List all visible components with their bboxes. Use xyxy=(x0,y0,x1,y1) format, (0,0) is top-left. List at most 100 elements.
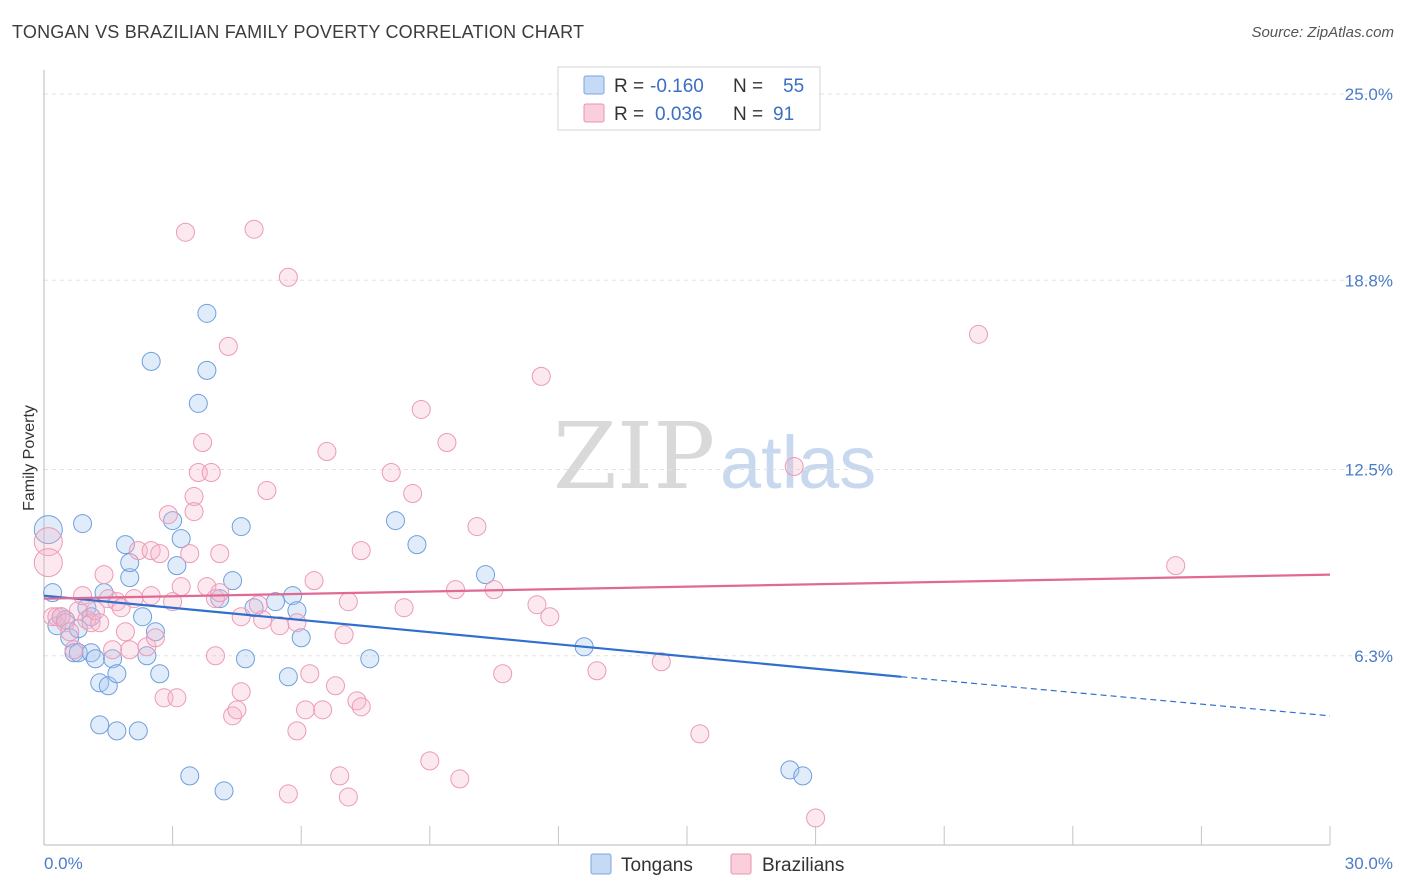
tongan-point-25 xyxy=(133,607,153,627)
source-credit: Source: ZipAtlas.com xyxy=(1251,24,1394,41)
brazilian-point-44 xyxy=(210,583,230,603)
brazilian-point-68 xyxy=(338,592,358,612)
brazilian-point-52 xyxy=(253,610,273,630)
x-tick-label-min: 0.0% xyxy=(44,854,83,873)
tongan-point-40 xyxy=(231,517,251,537)
tongan-point-33 xyxy=(180,766,200,786)
brazilian-point-92 xyxy=(1166,556,1186,576)
brazilian-point-47 xyxy=(227,700,247,720)
bottom-legend-brazilians: Brazilians xyxy=(762,855,844,876)
brazilian-point-67 xyxy=(338,787,358,807)
tongan-point-13 xyxy=(85,649,105,669)
brazilian-point-12 xyxy=(85,601,105,621)
brazilian-point-0 xyxy=(33,527,63,557)
brazilian-point-45 xyxy=(218,336,238,356)
tongan-point-38 xyxy=(214,781,234,801)
tongan-point-35 xyxy=(197,360,217,380)
tongan-point-27 xyxy=(141,351,161,371)
brazilian-point-29 xyxy=(158,505,178,525)
brazilian-point-40 xyxy=(201,463,221,483)
brazilian-point-62 xyxy=(313,700,333,720)
legend-n-label-1: N = xyxy=(733,76,763,97)
legend-n-value-2: 91 xyxy=(773,104,794,125)
tongan-point-53 xyxy=(780,760,800,780)
brazilian-point-14 xyxy=(94,565,114,585)
brazilian-point-38 xyxy=(193,432,213,452)
y-axis-label: Family Poverty xyxy=(21,405,38,511)
tongan-point-49 xyxy=(386,511,406,531)
legend-swatch-tongans xyxy=(583,75,605,95)
tongan-point-47 xyxy=(291,628,311,648)
tongan-point-20 xyxy=(107,664,127,684)
brazilian-point-35 xyxy=(184,487,204,507)
brazilian-point-53 xyxy=(257,481,277,501)
brazilian-trend-line xyxy=(43,573,1331,600)
brazilian-point-26 xyxy=(145,628,165,648)
tongan-point-32 xyxy=(171,529,191,549)
brazilian-point-86 xyxy=(587,661,607,681)
tongan-point-22 xyxy=(120,568,140,588)
gridlines xyxy=(44,93,1393,657)
brazilian-point-71 xyxy=(351,697,371,717)
brazilian-point-80 xyxy=(467,517,487,537)
brazilian-point-85 xyxy=(540,607,560,627)
chart-title: TONGAN VS BRAZILIAN FAMILY POVERTY CORRE… xyxy=(12,22,585,42)
x-tick-label-max: 30.0% xyxy=(1345,854,1393,873)
series-legend: Tongans Brazilians xyxy=(590,853,844,876)
brazilian-point-43 xyxy=(210,544,230,564)
tongan-point-34 xyxy=(188,393,208,413)
brazilian-point-20 xyxy=(120,640,140,660)
tongan-point-24 xyxy=(128,721,148,741)
correlation-legend: R = -0.160 N = 55 R = 0.036 N = 91 xyxy=(557,66,821,131)
tongan-point-19 xyxy=(107,721,127,741)
tongan-point-36 xyxy=(197,303,217,323)
brazilian-point-6 xyxy=(60,622,80,642)
tongan-trend-extension xyxy=(901,676,1331,717)
brazilian-point-50 xyxy=(244,219,264,239)
brazilian-point-73 xyxy=(394,598,414,618)
legend-n-value-1: 55 xyxy=(783,76,804,97)
brazilian-point-64 xyxy=(325,676,345,696)
y-tick-label-0: 6.3% xyxy=(1354,647,1393,666)
brazilian-point-27 xyxy=(150,544,170,564)
tongan-point-45 xyxy=(283,586,303,606)
brazilian-point-84 xyxy=(531,366,551,386)
brazilian-point-61 xyxy=(304,571,324,591)
brazilian-point-57 xyxy=(287,613,307,633)
brazilian-point-19 xyxy=(115,622,135,642)
bottom-legend-tongans: Tongans xyxy=(621,855,693,876)
brazilian-point-16 xyxy=(103,640,123,660)
data-points xyxy=(33,219,1186,828)
brazilian-point-82 xyxy=(493,664,513,684)
brazilian-point-88 xyxy=(690,724,710,744)
tongan-point-29 xyxy=(150,664,170,684)
tongan-point-41 xyxy=(235,649,255,669)
brazilian-point-74 xyxy=(403,484,423,504)
tongan-point-14 xyxy=(90,715,110,735)
tongan-point-28 xyxy=(145,622,165,642)
brazilian-point-75 xyxy=(411,399,431,419)
brazilian-point-5 xyxy=(55,613,75,633)
tongan-point-31 xyxy=(167,556,187,576)
tongan-point-44 xyxy=(278,667,298,687)
tongan-point-51 xyxy=(476,565,496,585)
legend-r-label-1: R = xyxy=(614,76,644,97)
brazilian-point-89 xyxy=(784,457,804,477)
brazilian-point-83 xyxy=(527,595,547,615)
tongan-point-50 xyxy=(407,535,427,555)
tongan-point-39 xyxy=(223,571,243,591)
tongan-point-0 xyxy=(33,515,63,545)
bottom-legend-swatch-brazilians xyxy=(730,853,752,875)
y-tick-labels: 6.3% 12.5% 18.8% 25.0% xyxy=(1345,85,1393,666)
brazilian-point-32 xyxy=(171,577,191,597)
tongan-point-21 xyxy=(115,535,135,555)
legend-swatch-brazilians xyxy=(583,103,605,123)
brazilian-point-34 xyxy=(180,544,200,564)
brazilian-point-76 xyxy=(420,751,440,771)
brazilian-point-79 xyxy=(450,769,470,789)
brazilian-point-55 xyxy=(278,784,298,804)
brazilian-point-31 xyxy=(167,688,187,708)
brazilian-point-90 xyxy=(806,808,826,828)
brazilian-point-49 xyxy=(231,607,251,627)
